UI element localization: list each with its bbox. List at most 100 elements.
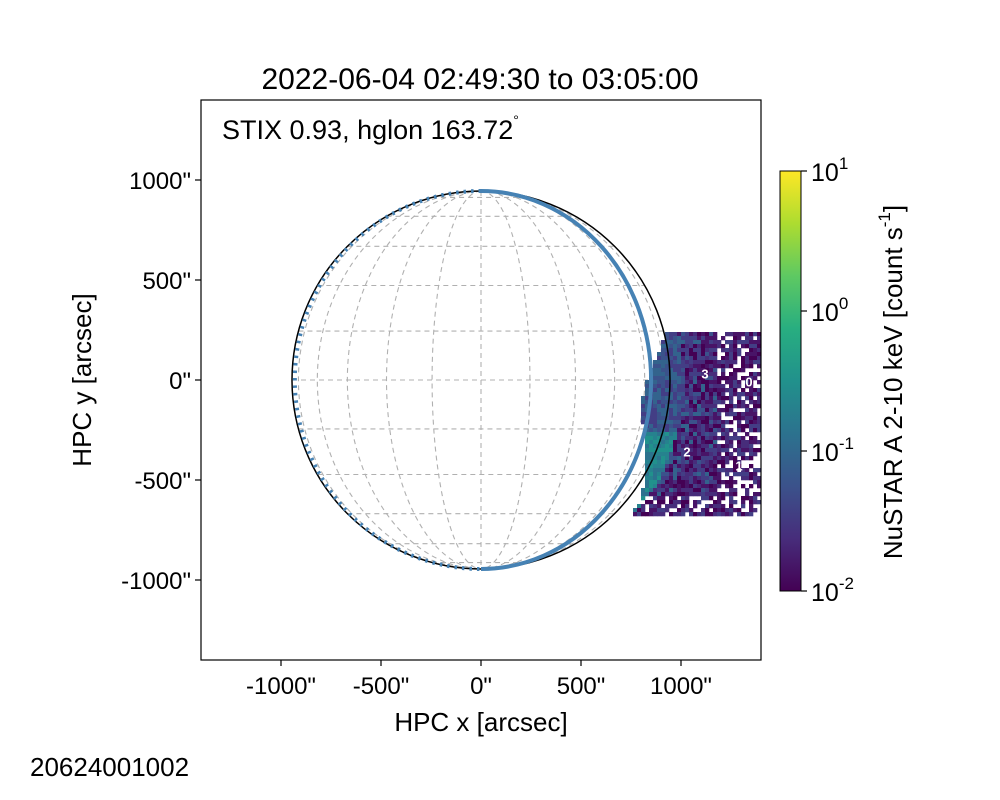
heatmap-pixel <box>705 376 710 381</box>
heatmap-pixel <box>697 356 702 361</box>
heatmap-pixel <box>749 348 754 353</box>
heatmap-pixel <box>665 432 670 437</box>
heatmap-pixel <box>665 436 670 441</box>
heatmap-pixel <box>645 448 650 453</box>
heatmap-pixel <box>749 372 754 377</box>
heatmap-pixel <box>677 372 682 377</box>
heatmap-pixel <box>665 404 670 409</box>
heatmap-pixel <box>717 496 722 501</box>
heatmap-pixel <box>689 392 694 397</box>
heatmap-pixel <box>709 488 714 493</box>
heatmap-pixel <box>737 472 742 477</box>
heatmap-pixel <box>689 360 694 365</box>
heatmap-pixel <box>701 420 706 425</box>
heatmap-pixel <box>737 352 742 357</box>
heatmap-pixel <box>705 496 710 501</box>
heatmap-pixel <box>673 408 678 413</box>
heatmap-pixel <box>753 428 758 433</box>
heatmap-pixel <box>689 364 694 369</box>
heatmap-pixel <box>721 400 726 405</box>
heatmap-pixel <box>713 460 718 465</box>
heatmap-pixel <box>697 404 702 409</box>
heatmap-pixel <box>749 344 754 349</box>
heatmap-pixel <box>661 352 666 357</box>
heatmap-pixel <box>693 404 698 409</box>
y-axis-label: HPC y [arcsec] <box>67 293 97 466</box>
heatmap-pixel <box>685 416 690 421</box>
heatmap-pixel <box>661 412 666 417</box>
heatmap-pixel <box>693 344 698 349</box>
heatmap-pixel <box>685 376 690 381</box>
heatmap-pixel <box>693 436 698 441</box>
heatmap-pixel <box>669 400 674 405</box>
heatmap-pixel <box>709 460 714 465</box>
heatmap-pixel <box>645 444 650 449</box>
heatmap-pixel <box>677 336 682 341</box>
heatmap-pixel <box>669 476 674 481</box>
heatmap-pixel <box>709 388 714 393</box>
heatmap-pixel <box>721 504 726 509</box>
heatmap-pixel <box>653 392 658 397</box>
heatmap-pixel <box>717 436 722 441</box>
heatmap-pixel <box>709 412 714 417</box>
heatmap-pixel <box>669 380 674 385</box>
heatmap-pixel <box>725 428 730 433</box>
heatmap-pixel <box>669 432 674 437</box>
heatmap-pixel <box>693 376 698 381</box>
heliographic-grid <box>292 190 670 570</box>
heatmap-pixel <box>689 368 694 373</box>
heatmap-pixel <box>741 428 746 433</box>
heatmap-pixel <box>669 388 674 393</box>
heatmap-pixel <box>689 340 694 345</box>
heatmap-pixel <box>693 460 698 465</box>
heatmap-pixel <box>649 484 654 489</box>
heatmap-pixel <box>681 512 686 517</box>
heatmap-pixel <box>737 392 742 397</box>
heatmap-pixel <box>713 384 718 389</box>
heatmap-pixel <box>701 392 706 397</box>
heatmap-pixel <box>701 380 706 385</box>
heatmap-pixel <box>661 348 666 353</box>
heatmap-pixel <box>653 492 658 497</box>
heatmap-pixel <box>737 448 742 453</box>
heatmap-pixel <box>685 468 690 473</box>
heatmap-pixel <box>733 348 738 353</box>
heatmap-pixel <box>645 476 650 481</box>
heatmap-pixel <box>757 332 761 337</box>
heatmap-pixel <box>677 432 682 437</box>
heatmap-pixel <box>657 420 662 425</box>
heatmap-pixel <box>741 500 746 505</box>
heatmap-pixel <box>709 360 714 365</box>
heatmap-pixel <box>705 352 710 357</box>
heatmap-pixel <box>685 496 690 501</box>
heatmap-pixel <box>649 436 654 441</box>
heatmap-pixel <box>657 492 662 497</box>
heatmap-pixel <box>685 344 690 349</box>
heatmap-pixel <box>697 384 702 389</box>
heatmap-pixel <box>641 420 646 425</box>
heatmap-pixel <box>693 412 698 417</box>
heatmap-pixel <box>721 492 726 497</box>
heatmap-pixel <box>653 396 658 401</box>
heatmap-pixel <box>657 400 662 405</box>
heatmap-pixel <box>657 448 662 453</box>
heatmap-pixel <box>657 456 662 461</box>
heatmap-pixel <box>693 348 698 353</box>
heatmap-pixel <box>693 408 698 413</box>
heatmap-pixel <box>669 384 674 389</box>
heatmap-pixel <box>685 488 690 493</box>
heatmap-pixel <box>717 380 722 385</box>
heatmap-pixel <box>717 360 722 365</box>
heatmap-pixel <box>701 452 706 457</box>
heatmap-pixel <box>729 512 734 517</box>
heatmap-pixel <box>657 404 662 409</box>
heatmap-pixel <box>673 332 678 337</box>
heatmap-pixel <box>665 332 670 337</box>
heatmap-pixel <box>741 456 746 461</box>
heatmap-pixel <box>653 428 658 433</box>
heatmap-pixel <box>717 364 722 369</box>
heatmap-pixel <box>709 416 714 421</box>
heatmap-pixel <box>753 372 758 377</box>
heatmap-pixel <box>661 368 666 373</box>
heatmap-pixel <box>657 496 662 501</box>
